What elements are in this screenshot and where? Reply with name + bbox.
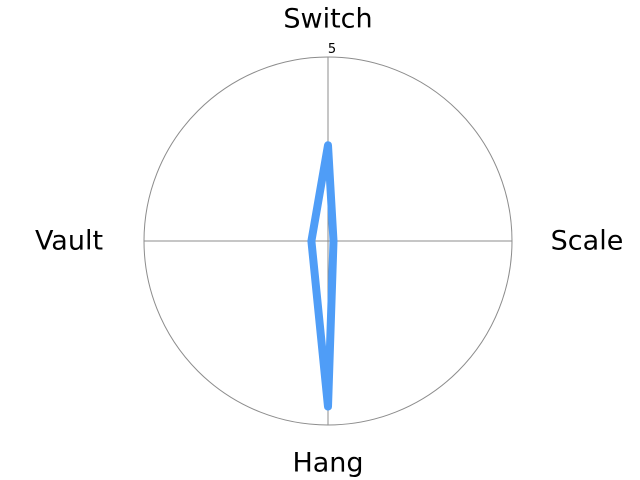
radar-tick-labels: 5 <box>328 42 336 57</box>
radar-series-group <box>307 141 338 411</box>
radar-point-scale <box>332 240 335 242</box>
axis-label-vault: Vault <box>35 226 103 257</box>
axis-label-scale: Scale <box>551 226 624 257</box>
axis-label-hang: Hang <box>292 448 363 479</box>
radar-point-vault <box>310 240 313 242</box>
radial-tick-label: 5 <box>328 42 336 57</box>
radar-axis-labels: Switch Scale Hang Vault <box>35 4 623 479</box>
radar-series-line-0 <box>307 141 338 411</box>
radar-point-hang <box>327 405 329 408</box>
axis-label-switch: Switch <box>283 4 372 35</box>
radar-point-switch <box>327 144 329 147</box>
